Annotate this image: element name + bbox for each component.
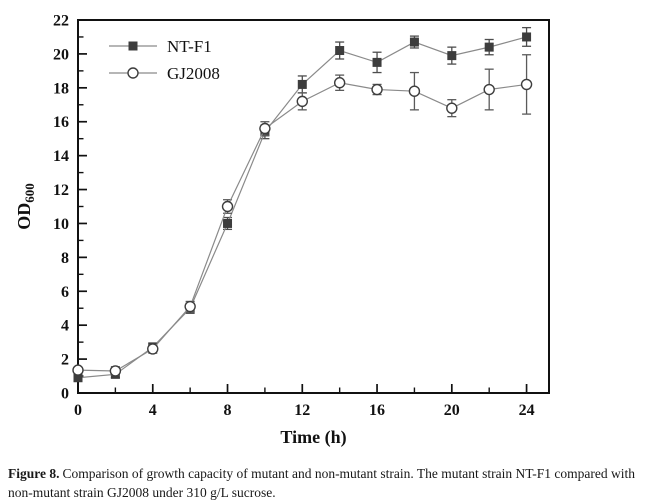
x-axis-tick-label: 20 <box>444 402 460 419</box>
data-point-circle <box>147 343 159 355</box>
y-axis-tick-label: 16 <box>53 114 69 131</box>
y-axis-tick-label: 4 <box>61 318 69 335</box>
data-point-square <box>223 218 233 228</box>
x-axis-tick-label: 8 <box>224 402 232 419</box>
data-point-circle <box>483 83 495 96</box>
y-axis-tick-label: 2 <box>61 352 69 369</box>
x-axis-tick-label: 4 <box>149 402 157 419</box>
data-point-circle <box>371 83 383 96</box>
y-axis: 0 2 4 6 8 10 12 14 16 18 20 22 <box>53 13 87 403</box>
plot-border <box>77 19 550 394</box>
data-point-square <box>335 46 345 56</box>
data-point-circle <box>296 95 308 108</box>
data-point-circle <box>72 364 84 376</box>
y-axis-tick-label: 6 <box>61 284 69 301</box>
legend-marker <box>127 67 139 79</box>
series-line-GJ2008 <box>77 82 527 372</box>
legend-item-NT-F1: NT-F1 <box>109 37 212 56</box>
data-point-square <box>447 51 457 61</box>
x-axis-tick-label: 16 <box>369 402 385 419</box>
figure-caption-text: Comparison of growth capacity of mutant … <box>8 466 636 501</box>
x-axis: 0 4 8 12 16 20 24 <box>74 384 535 419</box>
y-axis-tick-label: 8 <box>61 250 69 267</box>
y-axis-tick-label: 14 <box>53 148 69 165</box>
x-axis-tick-label: 24 <box>519 402 535 419</box>
y-axis-tick-label: 0 <box>61 386 69 403</box>
data-point-circle <box>520 78 533 91</box>
y-axis-title: OD600 <box>14 183 37 230</box>
x-axis-tick-label: 0 <box>74 402 82 419</box>
data-point-square <box>73 373 83 383</box>
data-point-circle <box>221 200 234 213</box>
x-axis-tick-label: 12 <box>294 402 310 419</box>
legend-label: NT-F1 <box>167 37 212 56</box>
legend-label: GJ2008 <box>167 64 220 83</box>
y-axis-tick-label: 18 <box>53 80 69 97</box>
data-point-circle <box>184 300 196 313</box>
data-point-square <box>372 57 382 67</box>
data-point-circle <box>109 365 122 377</box>
figure-caption-label: Figure 8. <box>8 466 60 481</box>
data-point-square <box>484 42 494 52</box>
y-axis-tick-label: 10 <box>53 216 69 233</box>
data-point-circle <box>408 85 421 97</box>
data-point-circle <box>333 77 346 89</box>
legend-item-GJ2008: GJ2008 <box>109 64 220 83</box>
data-point-square <box>297 79 307 89</box>
y-axis-tick-label: 20 <box>53 46 69 63</box>
y-axis-tick-label: 22 <box>53 13 69 30</box>
x-axis-title: Time (h) <box>280 427 346 448</box>
data-point-square <box>522 32 532 42</box>
data-point-circle <box>259 122 271 135</box>
y-axis-tick-label: 12 <box>53 182 69 199</box>
figure-caption: Figure 8. Comparison of growth capacity o… <box>8 464 644 502</box>
legend-marker <box>128 41 138 51</box>
data-point-square <box>409 37 419 47</box>
series-NT-F1 <box>73 26 532 383</box>
data-point-circle <box>446 102 458 114</box>
series-GJ2008 <box>72 54 533 377</box>
legend: NT-F1 GJ2008 <box>109 37 220 83</box>
